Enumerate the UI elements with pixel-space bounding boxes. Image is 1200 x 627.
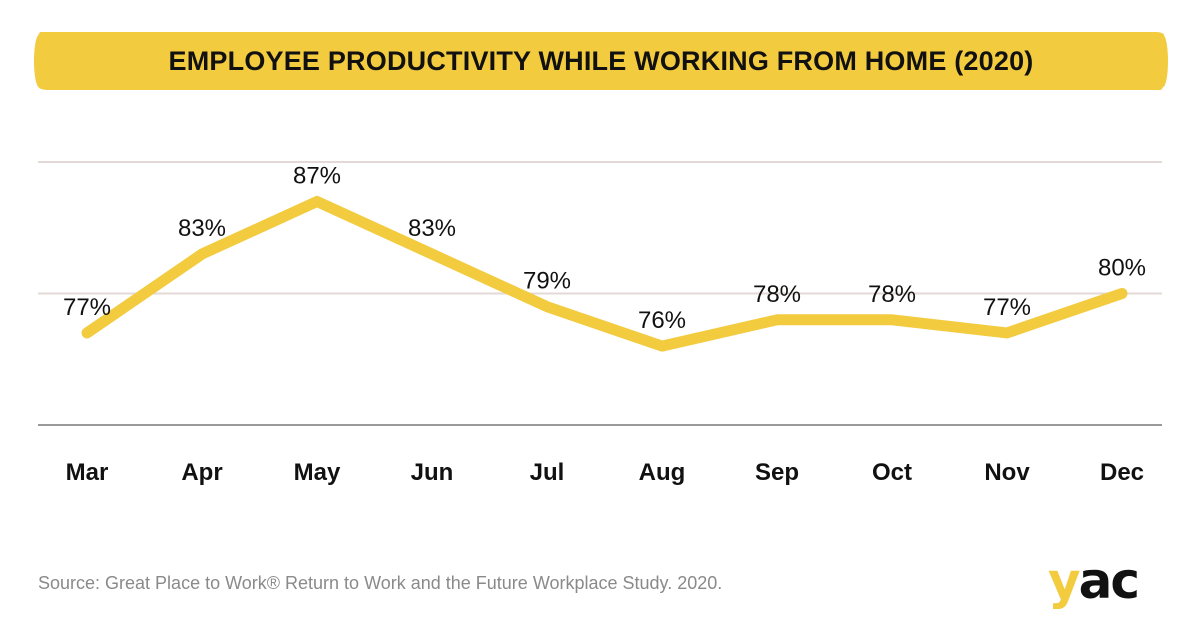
- data-label-may: 87%: [293, 162, 341, 189]
- series-line: [81, 195, 1128, 352]
- chart-title: EMPLOYEE PRODUCTIVITY WHILE WORKING FROM…: [168, 45, 1034, 76]
- category-label-jul: Jul: [530, 459, 565, 486]
- category-label-dec: Dec: [1100, 459, 1144, 486]
- logo-y-stroke: y: [1048, 552, 1081, 610]
- data-label-jun: 83%: [408, 215, 456, 242]
- chart-title-banner: EMPLOYEE PRODUCTIVITY WHILE WORKING FROM…: [34, 32, 1168, 90]
- category-label-jun: Jun: [411, 459, 454, 486]
- category-label-apr: Apr: [181, 459, 222, 486]
- category-label-mar: Mar: [66, 459, 109, 486]
- data-label-oct: 78%: [868, 281, 916, 308]
- data-label-mar: 77%: [63, 294, 111, 321]
- data-label-sep: 78%: [753, 281, 801, 308]
- yac-logo: yac: [1048, 552, 1140, 610]
- category-label-aug: Aug: [639, 459, 686, 486]
- category-label-oct: Oct: [872, 459, 912, 486]
- source-note: Source: Great Place to Work® Return to W…: [38, 573, 723, 593]
- category-label-sep: Sep: [755, 459, 799, 486]
- data-label-jul: 79%: [523, 268, 571, 295]
- data-label-dec: 80%: [1098, 255, 1146, 282]
- data-label-nov: 77%: [983, 294, 1031, 321]
- data-label-aug: 76%: [638, 307, 686, 334]
- data-label-apr: 83%: [178, 215, 226, 242]
- category-label-may: May: [294, 459, 341, 486]
- category-label-nov: Nov: [984, 459, 1030, 486]
